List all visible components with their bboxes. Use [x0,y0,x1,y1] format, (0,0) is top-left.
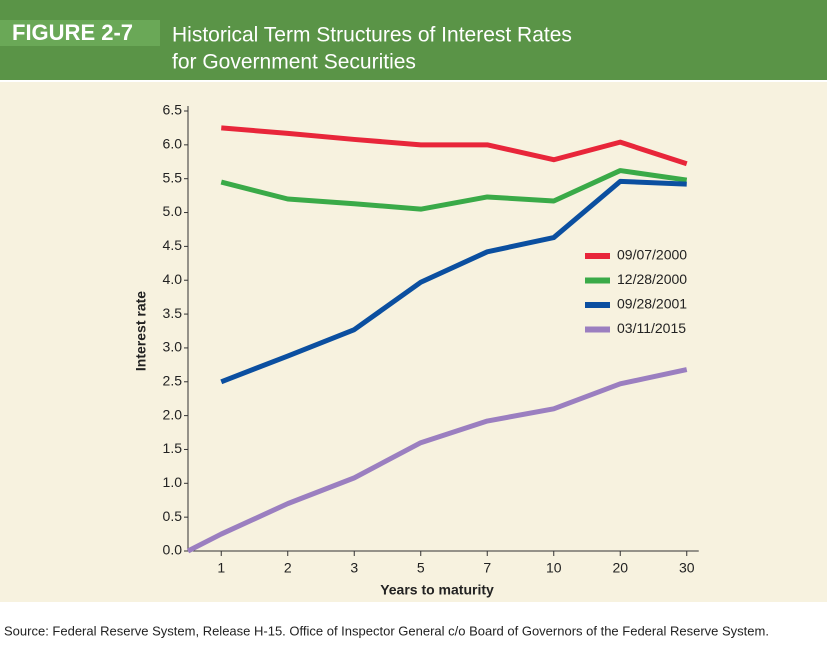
y-tick-label: 2.0 [163,406,183,422]
y-tick-label: 2.5 [163,372,183,388]
y-tick-label: 5.5 [163,169,183,185]
figure-label-box [0,20,160,46]
y-tick-label: 4.5 [163,237,183,253]
plot-panel [0,82,827,602]
legend-label: 09/28/2001 [617,296,687,312]
source-note: Source: Federal Reserve System, Release … [4,623,769,638]
y-tick-label: 3.5 [163,305,183,321]
y-tick-label: 0.0 [163,542,183,558]
legend-label: 03/11/2015 [617,320,686,336]
y-tick-label: 1.5 [163,440,183,456]
y-tick-label: 6.5 [163,102,183,118]
legend-label: 12/28/2000 [617,271,687,287]
series-line [220,178,687,385]
x-tick-label: 30 [679,560,695,576]
y-tick-label: 3.0 [163,339,183,355]
y-tick-label: 4.0 [163,271,183,287]
x-axis-label: Years to maturity [380,582,494,598]
series-line [220,168,688,212]
x-tick-label: 2 [284,560,292,576]
figure-label: FIGURE 2-7 [12,20,133,45]
y-axis-label: Interest rate [133,291,149,371]
x-tick-label: 7 [483,560,491,576]
series-line [186,367,688,554]
y-tick-label: 0.5 [163,508,183,524]
x-tick-label: 10 [546,560,562,576]
x-tick-label: 20 [612,560,628,576]
legend-label: 09/07/2000 [617,247,687,263]
y-tick-label: 1.0 [163,474,183,490]
y-tick-label: 5.0 [163,203,183,219]
y-tick-label: 6.0 [163,136,183,152]
x-tick-label: 3 [350,560,358,576]
x-tick-label: 5 [417,560,425,576]
chart-title: for Government Securities [172,51,416,74]
x-tick-label: 1 [217,560,225,576]
series-line [221,125,688,167]
chart-title: Historical Term Structures of Interest R… [172,24,572,47]
